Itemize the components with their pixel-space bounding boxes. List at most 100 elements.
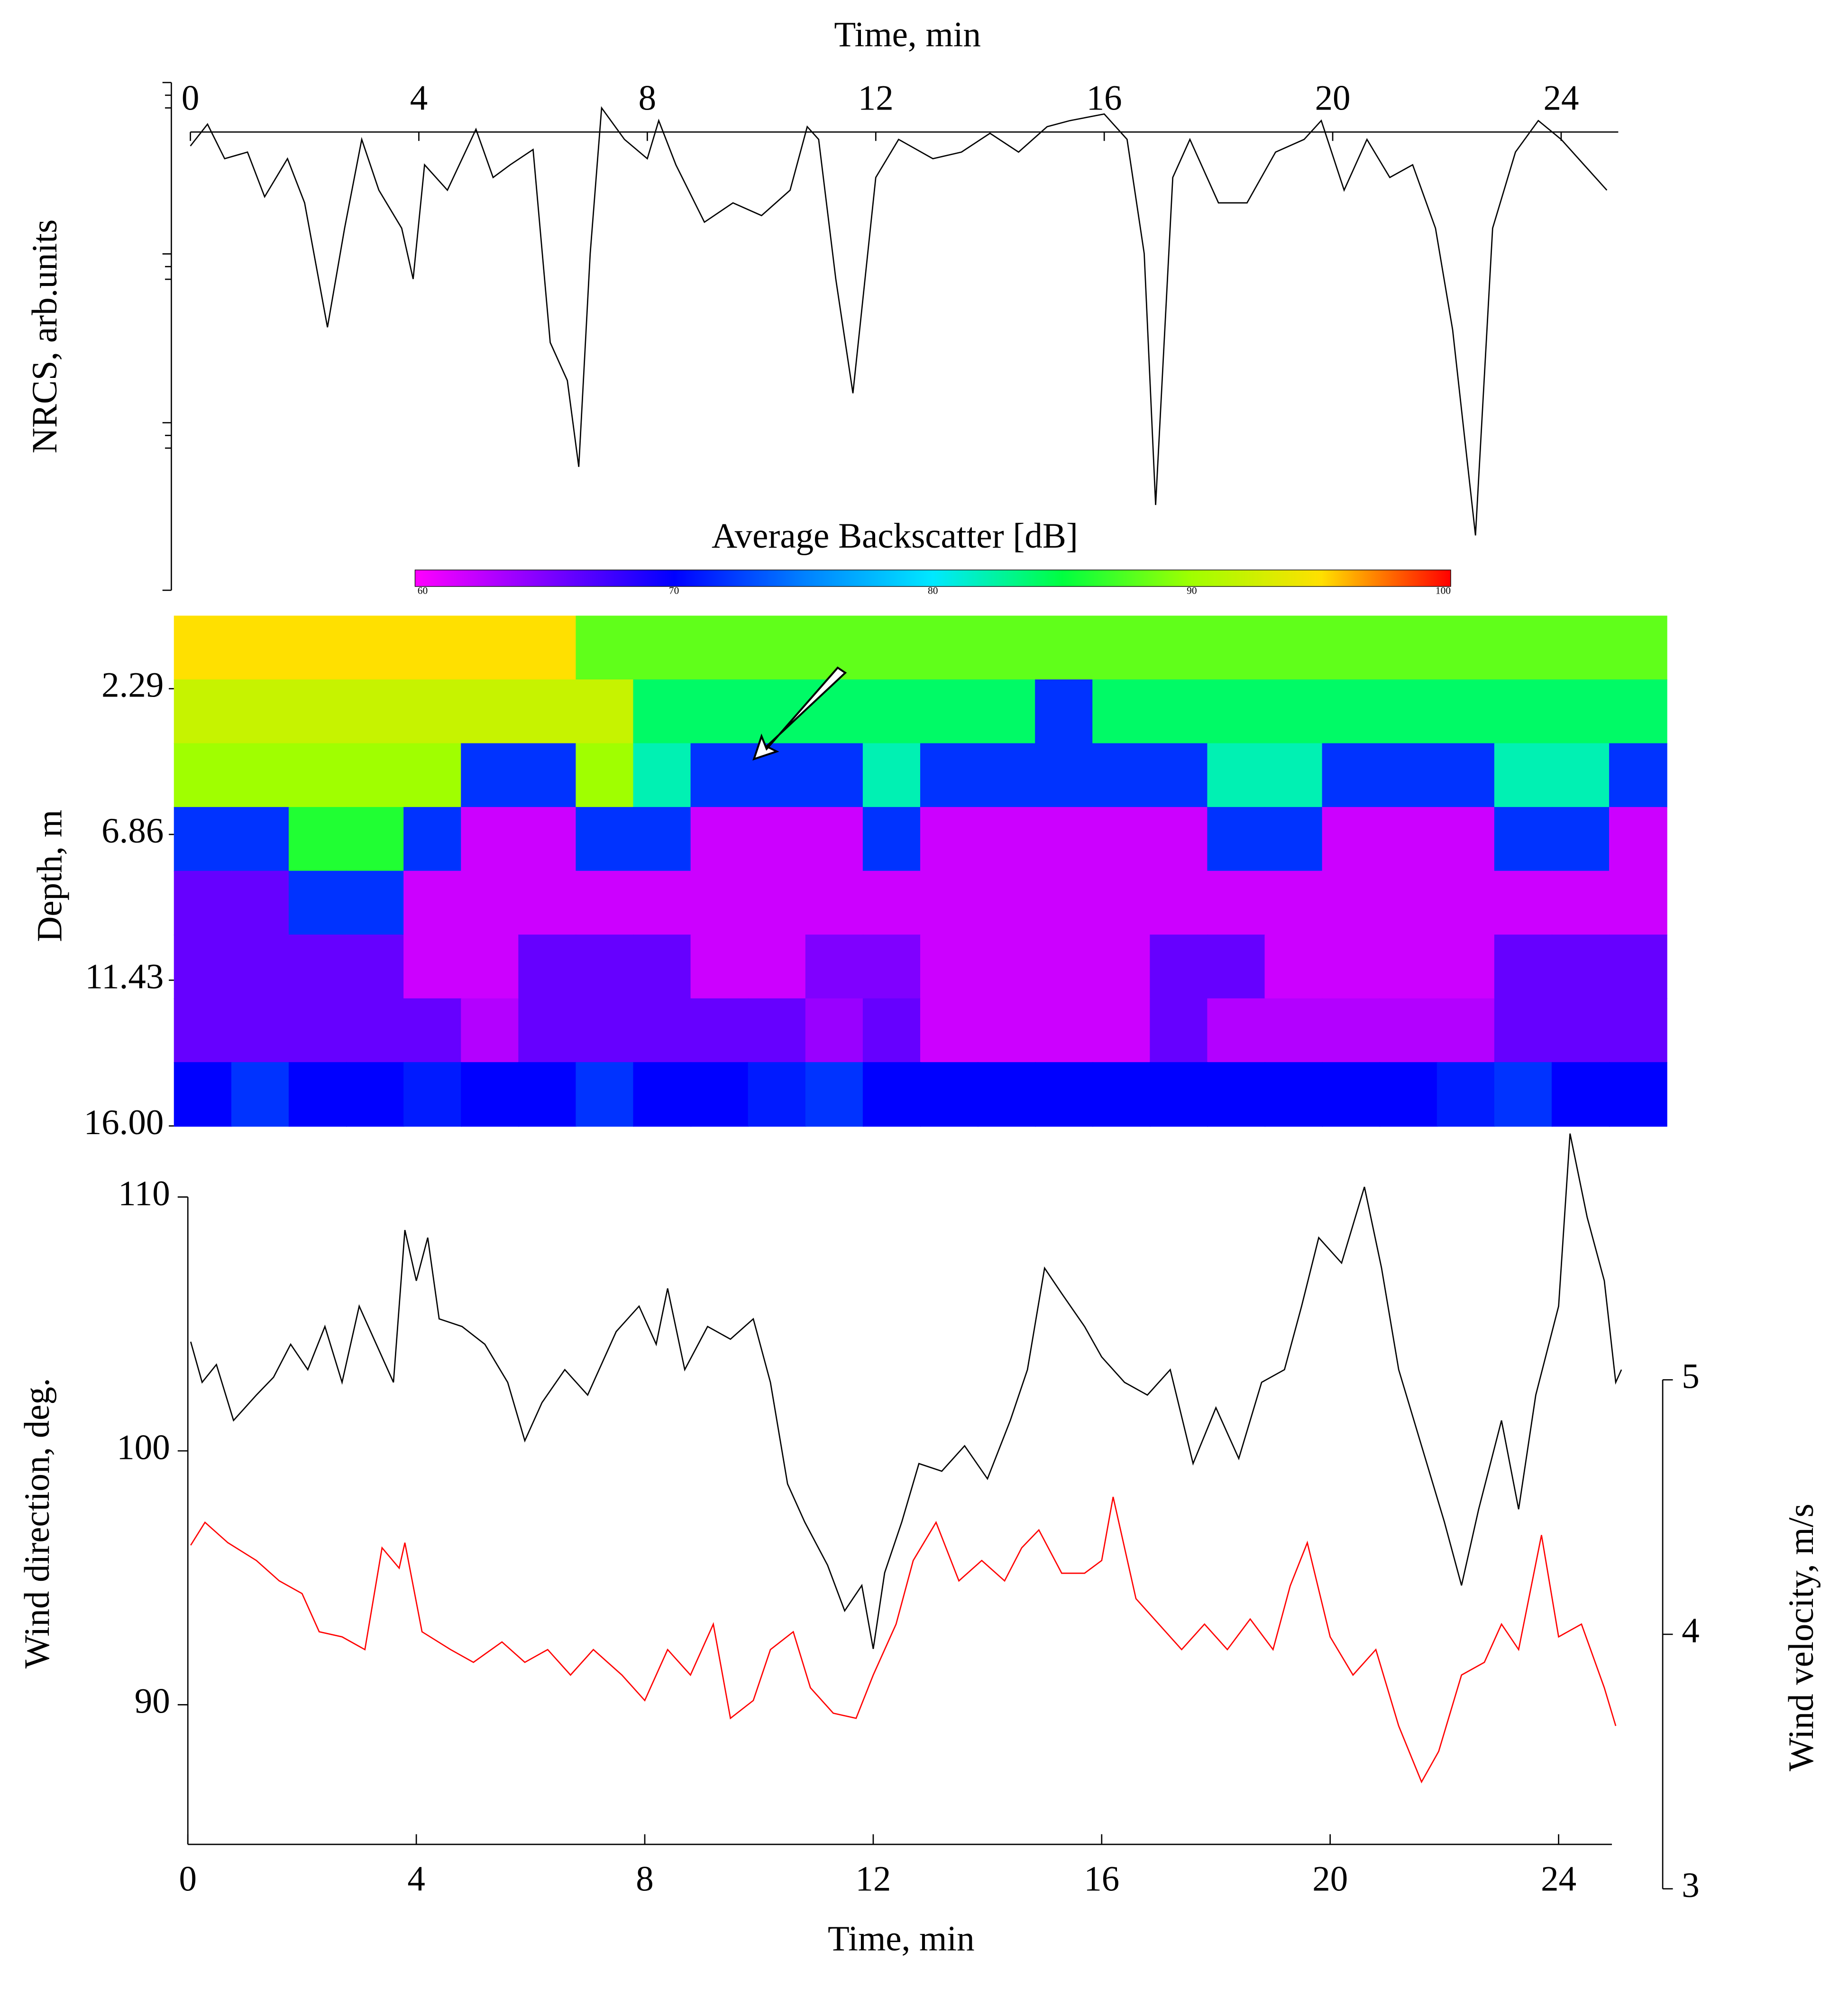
heat-cell — [920, 615, 979, 680]
heat-cell — [690, 871, 749, 935]
heat-cell — [690, 743, 749, 808]
heat-cell — [288, 935, 347, 999]
heat-cell — [920, 743, 979, 808]
heat-cell — [518, 1062, 577, 1127]
heat-cell — [978, 871, 1036, 935]
heat-cell — [1264, 615, 1323, 680]
x-tick-label: 24 — [1543, 78, 1579, 118]
heat-cell — [1609, 871, 1667, 935]
y2-tick-label: 4 — [1682, 1611, 1699, 1650]
heat-cell — [231, 935, 290, 999]
heat-cell — [518, 679, 577, 744]
heat-cell — [978, 807, 1036, 872]
heat-cell — [231, 743, 290, 808]
heat-cell — [174, 615, 232, 680]
y-axis-title: Wind direction, deg. — [18, 1378, 57, 1668]
y-tick-label: 16.00 — [84, 1103, 164, 1142]
y-tick-label: 110 — [118, 1174, 170, 1213]
heat-cell — [920, 679, 979, 744]
heat-cell — [633, 615, 692, 680]
heat-cell — [1551, 615, 1610, 680]
heat-cell — [920, 935, 979, 999]
heat-cell — [805, 935, 864, 999]
heat-cell — [1150, 871, 1208, 935]
heat-cell — [1264, 935, 1323, 999]
colorbar-tick-label: 60 — [418, 585, 428, 596]
x-tick-label: 0 — [182, 78, 199, 118]
heat-cell — [1436, 615, 1495, 680]
heat-cell — [403, 615, 462, 680]
heat-cell — [576, 807, 634, 872]
heat-cell — [1264, 1062, 1323, 1127]
heat-cell — [1150, 1062, 1208, 1127]
x-tick-label: 8 — [636, 1860, 653, 1899]
heat-cell — [346, 743, 404, 808]
data-line — [190, 106, 1608, 536]
heat-cell — [1322, 1062, 1381, 1127]
heat-cell — [748, 1062, 806, 1127]
heat-cell — [1092, 807, 1151, 872]
heat-cell — [288, 743, 347, 808]
heat-cell — [690, 935, 749, 999]
colorbar-tick-label: 70 — [669, 585, 679, 596]
heat-cell — [461, 871, 519, 935]
heat-cell — [748, 935, 806, 999]
heat-cell — [1379, 615, 1438, 680]
heat-cell — [1494, 615, 1553, 680]
heat-cell — [1551, 935, 1610, 999]
x-tick-label: 12 — [858, 78, 894, 118]
x-tick-label: 20 — [1315, 78, 1351, 118]
heat-cell — [231, 871, 290, 935]
heat-cell — [805, 679, 864, 744]
heat-cell — [1322, 935, 1381, 999]
annotation-arrow — [752, 666, 847, 761]
heat-cell — [461, 743, 519, 808]
heat-cell — [518, 871, 577, 935]
x-tick-label: 4 — [410, 78, 428, 118]
x-tick-label: 4 — [407, 1860, 425, 1899]
heat-cell — [1436, 743, 1495, 808]
heat-cell — [690, 998, 749, 1063]
depth-axis-title: Depth, m — [30, 810, 70, 942]
heat-cell — [748, 679, 806, 744]
y-tick-label: 11.43 — [85, 957, 164, 997]
heat-cell — [1322, 807, 1381, 872]
heat-cell — [1436, 998, 1495, 1063]
heat-cell — [174, 998, 232, 1063]
heat-cell — [1609, 935, 1667, 999]
heat-cell — [518, 935, 577, 999]
x-tick-label: 12 — [855, 1860, 891, 1899]
heat-cell — [1035, 807, 1093, 872]
heat-cell — [1551, 807, 1610, 872]
heat-cell — [403, 743, 462, 808]
heat-cell — [1379, 679, 1438, 744]
heat-cell — [862, 1062, 921, 1127]
y-tick-label: 100 — [117, 1428, 170, 1467]
heat-cell — [1551, 998, 1610, 1063]
heat-cell — [518, 743, 577, 808]
heat-cell — [690, 807, 749, 872]
heat-cell — [1264, 679, 1323, 744]
heat-cell — [403, 679, 462, 744]
heat-cell — [1092, 615, 1151, 680]
heat-cell — [862, 998, 921, 1063]
heat-cell — [518, 807, 577, 872]
heat-cell — [1264, 807, 1323, 872]
heat-cell — [346, 871, 404, 935]
x-tick-label: 8 — [639, 78, 656, 118]
colorbar — [414, 569, 1451, 587]
heat-cell — [633, 871, 692, 935]
heat-cell — [1494, 1062, 1553, 1127]
y-tick-label: 2.29 — [101, 666, 164, 705]
heat-cell — [1207, 1062, 1266, 1127]
heat-cell — [1551, 871, 1610, 935]
heat-cell — [346, 935, 404, 999]
heat-cell — [978, 935, 1036, 999]
heat-cell — [805, 998, 864, 1063]
heat-cell — [1551, 679, 1610, 744]
heat-cell — [748, 871, 806, 935]
heat-cell — [1436, 679, 1495, 744]
heat-cell — [1494, 871, 1553, 935]
heat-cell — [231, 679, 290, 744]
